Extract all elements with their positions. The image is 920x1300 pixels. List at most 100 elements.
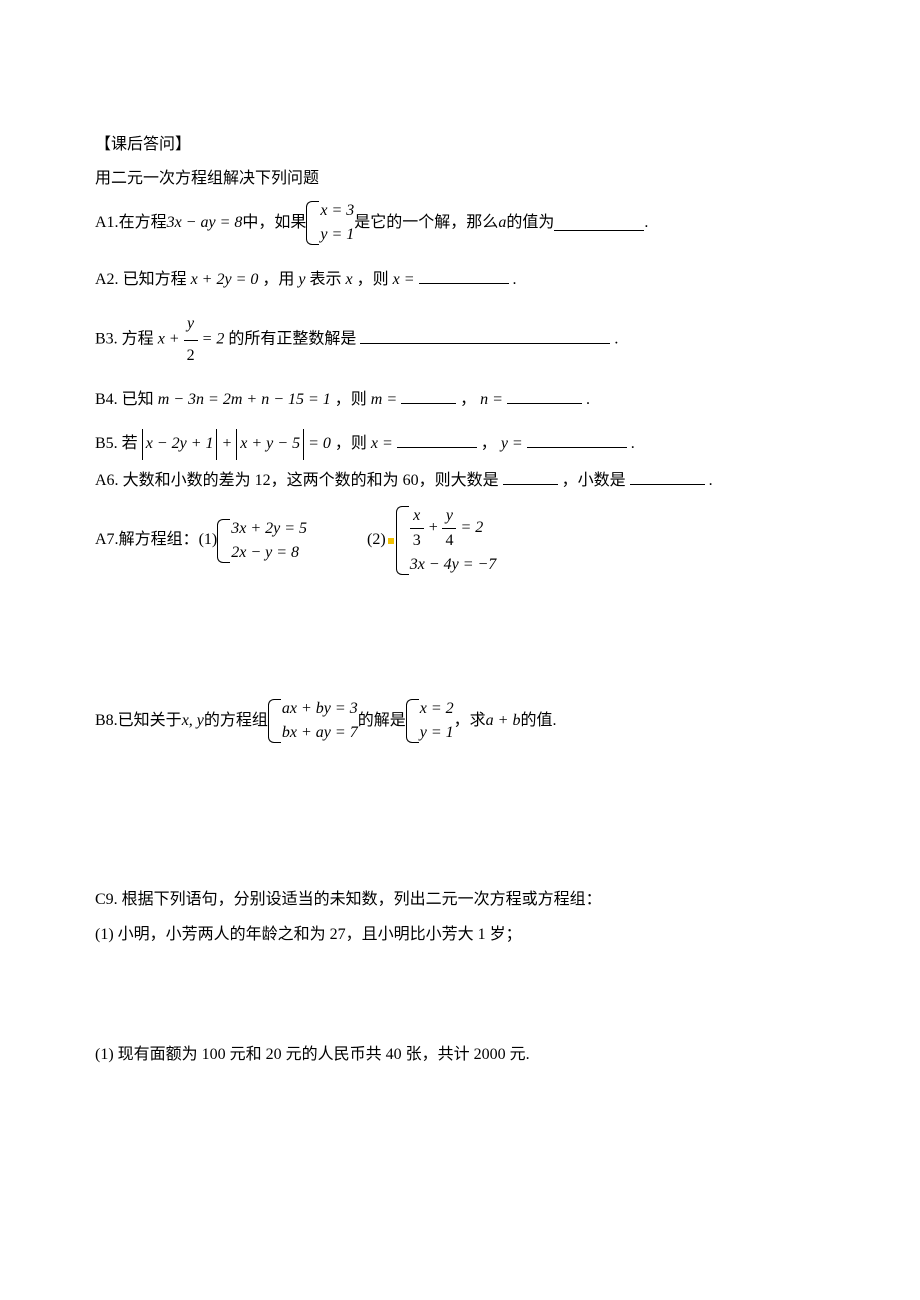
fill-blank[interactable] <box>527 431 627 448</box>
text: 的值. <box>520 706 556 736</box>
eq-zero: = 0 <box>308 435 331 452</box>
label: A2. <box>95 271 119 288</box>
sys-row: x 3 + y 4 = 2 <box>410 504 497 553</box>
text: (1) 现有面额为 100 元和 20 元的人民币共 40 张，共计 2000 … <box>95 1046 530 1063</box>
text: ，求 <box>454 706 486 736</box>
fill-blank[interactable] <box>401 387 456 404</box>
system-2: x 3 + y 4 = 2 3x − 4y = −7 <box>396 504 497 577</box>
text: ， <box>481 435 497 452</box>
sys-row: x = 3 <box>320 199 354 223</box>
text: (2) <box>367 525 386 555</box>
problem-b4: B4. 已知 m − 3n = 2m + n − 15 = 1 ，则 m = ，… <box>95 385 825 415</box>
fraction: y 4 <box>442 504 456 553</box>
intro-line: 用二元一次方程组解决下列问题 <box>95 164 825 194</box>
text: 根据下列语句，分别设适当的未知数，列出二元一次方程或方程组： <box>122 891 602 908</box>
text: ，则 <box>335 435 371 452</box>
variable: x = <box>371 435 393 452</box>
fill-blank[interactable] <box>419 267 509 284</box>
system-1: ax + by = 3 bx + ay = 7 <box>268 697 358 745</box>
text: 已知 <box>122 391 158 408</box>
text: . <box>644 208 648 238</box>
problem-b5: B5. 若 x − 2y + 1 + x + y − 5 = 0 ，则 x = … <box>95 429 825 459</box>
text: 表示 <box>310 271 346 288</box>
text: 解方程组：(1) <box>119 525 218 555</box>
sys-row: 3x − 4y = −7 <box>410 553 497 577</box>
fraction: y 2 <box>184 309 198 371</box>
sys-row: bx + ay = 7 <box>282 721 358 745</box>
abs-expr: x + y − 5 <box>236 429 304 459</box>
text: ，用 <box>262 271 298 288</box>
text: ，则 <box>335 391 371 408</box>
text: ， <box>460 391 476 408</box>
problem-a7: A7. 解方程组：(1) 3x + 2y = 5 2x − y = 8 (2) … <box>95 504 825 577</box>
expression: a + b <box>486 706 521 736</box>
problem-a1: A1. 在方程 3x − ay = 8 中，如果 x = 3 y = 1 是它的… <box>95 199 825 247</box>
problem-c9-part1: (1) 小明，小芳两人的年龄之和为 27，且小明比小芳大 1 岁； <box>95 920 825 950</box>
text: 在方程 <box>119 208 167 238</box>
equation: x + 2y = 0 <box>191 271 259 288</box>
text: ，小数是 <box>562 472 626 489</box>
fraction: x 3 <box>410 504 424 553</box>
label: B4. <box>95 391 118 408</box>
text: 已知方程 <box>123 271 191 288</box>
sys-row: 3x + 2y = 5 <box>231 517 307 541</box>
system-2: x = 2 y = 1 <box>406 697 454 745</box>
marker-icon <box>388 538 394 544</box>
problem-a2: A2. 已知方程 x + 2y = 0 ，用 y 表示 x ，则 x = . <box>95 265 825 295</box>
eq-rhs: = 2 <box>202 331 225 348</box>
problem-b3: B3. 方程 x + y 2 = 2 的所有正整数解是 . <box>95 309 825 371</box>
variable: a <box>498 208 506 238</box>
system: x = 3 y = 1 <box>306 199 354 247</box>
problem-c9: C9. 根据下列语句，分别设适当的未知数，列出二元一次方程或方程组： <box>95 885 825 915</box>
text: 中，如果 <box>242 208 306 238</box>
sys-row: ax + by = 3 <box>282 697 358 721</box>
eq-rhs: = 2 <box>460 519 483 536</box>
text: . <box>631 435 635 452</box>
sys-row: x = 2 <box>420 697 454 721</box>
fill-blank[interactable] <box>507 387 582 404</box>
denominator: 3 <box>410 528 424 553</box>
fill-blank[interactable] <box>397 431 477 448</box>
section-heading: 【课后答问】 <box>95 130 825 160</box>
system-1: 3x + 2y = 5 2x − y = 8 <box>217 517 307 565</box>
fill-blank[interactable] <box>554 214 644 231</box>
eq-lhs: x + <box>158 331 184 348</box>
text: 若 <box>122 435 142 452</box>
variable: y = <box>501 435 523 452</box>
fill-blank[interactable] <box>630 468 705 485</box>
equation: m − 3n = 2m + n − 15 = 1 <box>158 391 331 408</box>
label: A1. <box>95 208 119 238</box>
fill-blank[interactable] <box>360 327 610 344</box>
sys-row: 2x − y = 8 <box>231 541 307 565</box>
text: 的所有正整数解是 <box>228 331 356 348</box>
plus: + <box>221 435 236 452</box>
problem-b8: B8. 已知关于 x, y 的方程组 ax + by = 3 bx + ay =… <box>95 697 825 745</box>
sys-row: y = 1 <box>320 223 354 247</box>
variable: x = <box>393 271 415 288</box>
variable: n = <box>480 391 503 408</box>
equation: 3x − ay = 8 <box>167 208 243 238</box>
sys-row: y = 1 <box>420 721 454 745</box>
text: 方程 <box>122 331 158 348</box>
text: . <box>614 331 618 348</box>
fill-blank[interactable] <box>503 468 558 485</box>
problem-c9-part2: (1) 现有面额为 100 元和 20 元的人民币共 40 张，共计 2000 … <box>95 1040 825 1070</box>
denominator: 2 <box>184 340 198 371</box>
text: 的方程组 <box>204 706 268 736</box>
variable: x <box>346 271 353 288</box>
label: C9. <box>95 891 118 908</box>
label: A6. <box>95 472 119 489</box>
abs-expr: x − 2y + 1 <box>142 429 218 459</box>
problem-a6: A6. 大数和小数的差为 12，这两个数的和为 60，则大数是 ，小数是 . <box>95 466 825 496</box>
label: B3. <box>95 331 118 348</box>
variable: y <box>298 271 305 288</box>
text: (1) 小明，小芳两人的年龄之和为 27，且小明比小芳大 1 岁； <box>95 926 522 943</box>
text: . <box>513 271 517 288</box>
label: B8. <box>95 706 118 736</box>
variables: x, y <box>182 706 204 736</box>
plus: + <box>428 519 443 536</box>
text: 已知关于 <box>118 706 182 736</box>
numerator: y <box>184 309 198 339</box>
text: 的解是 <box>358 706 406 736</box>
variable: m = <box>371 391 397 408</box>
